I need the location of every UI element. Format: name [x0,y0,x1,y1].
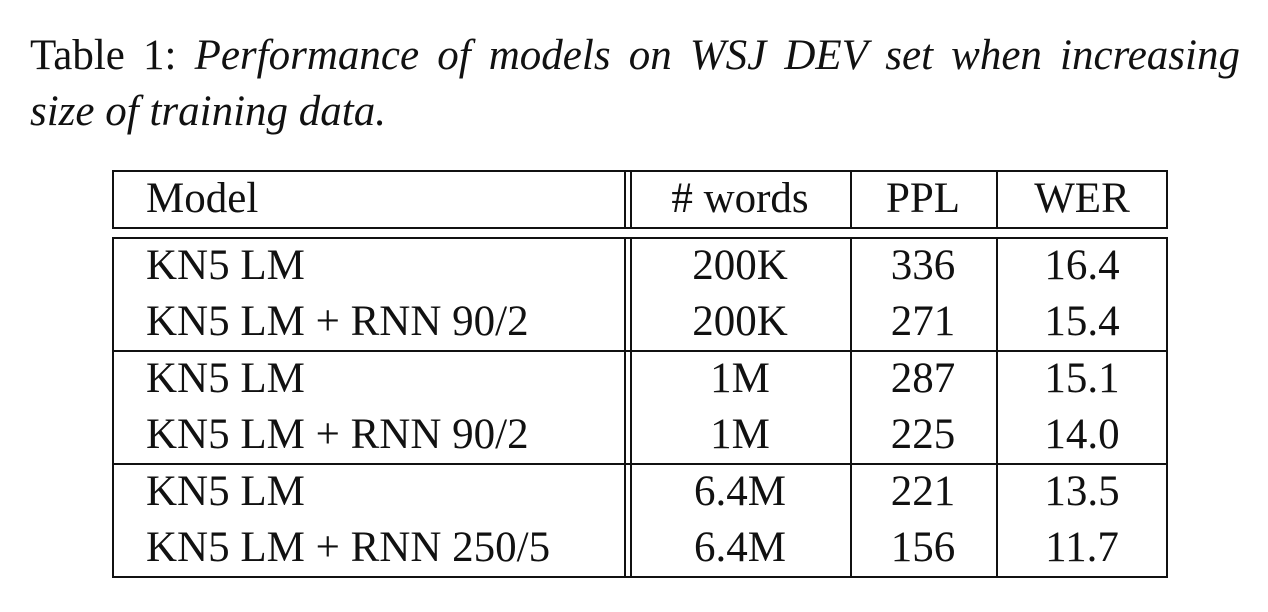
cell-ppl: 287 [890,355,956,402]
cell-model: KN5 LM + RNN 250/5 [146,524,551,571]
cell-words: 200K [692,242,788,289]
table-caption: Table 1: Performance of models on WSJ DE… [30,28,1240,140]
cell-wer: 15.1 [1044,355,1120,402]
cell-words: 6.4M [694,468,786,515]
cell-ppl: 271 [890,298,956,345]
table-rule-header-bottom [112,227,1168,229]
table-rule-bottom [112,576,1168,578]
table-rule-col-wer [996,237,998,578]
table-rule-group-2 [112,463,1168,465]
header-words: # words [671,175,809,222]
results-table: Model # words PPL WER KN5 LM 200K 336 16… [112,170,1168,578]
table-rule-double-a [624,170,626,229]
header-model: Model [146,175,259,222]
cell-wer: 14.0 [1044,411,1120,458]
cell-ppl: 221 [890,468,956,515]
table-rule-double-a [624,237,626,578]
table-rule-right [1166,170,1168,229]
cell-model: KN5 LM + RNN 90/2 [146,411,529,458]
cell-model: KN5 LM [146,242,305,289]
cell-model: KN5 LM [146,468,305,515]
cell-words: 1M [710,411,770,458]
cell-wer: 16.4 [1044,242,1120,289]
cell-wer: 15.4 [1044,298,1120,345]
table-rule-body-top [112,237,1168,239]
table-rule-col-ppl [850,237,852,578]
table-rule-top [112,170,1168,172]
table-rule-group-1 [112,350,1168,352]
cell-model: KN5 LM [146,355,305,402]
cell-wer: 11.7 [1045,524,1119,571]
cell-words: 200K [692,298,788,345]
caption-text: Performance of models on WSJ DEV set whe… [30,32,1240,135]
cell-ppl: 156 [890,524,956,571]
cell-ppl: 336 [890,242,956,289]
cell-model: KN5 LM + RNN 90/2 [146,298,529,345]
table-rule-col-wer [996,170,998,229]
table-rule-left [112,237,114,578]
table-rule-left [112,170,114,229]
table-rule-col-ppl [850,170,852,229]
table-rule-double-b [630,237,632,578]
table-rule-right [1166,237,1168,578]
cell-words: 1M [710,355,770,402]
caption-label: Table 1: [30,32,177,79]
cell-ppl: 225 [890,411,956,458]
cell-words: 6.4M [694,524,786,571]
header-ppl: PPL [885,175,961,222]
cell-wer: 13.5 [1044,468,1120,515]
header-wer: WER [1034,175,1130,222]
table-rule-double-b [630,170,632,229]
